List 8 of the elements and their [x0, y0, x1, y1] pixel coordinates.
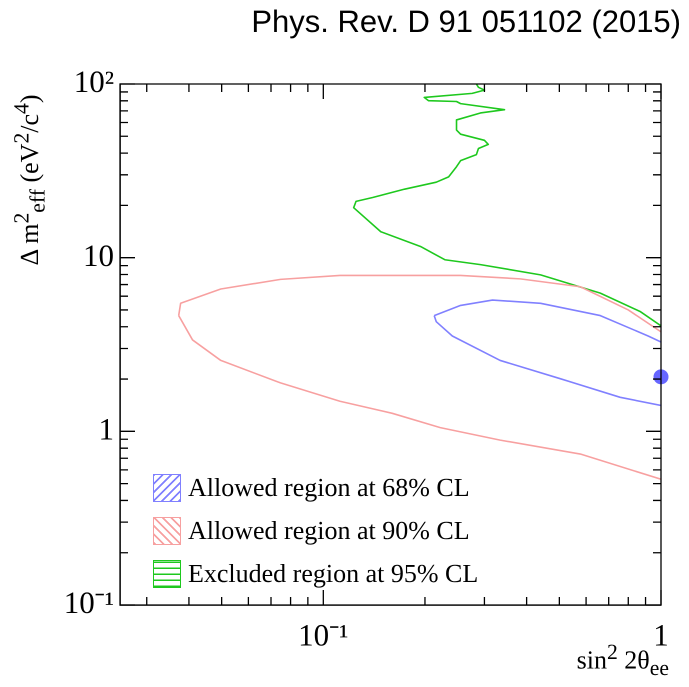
- legend-label: Allowed region at 90% CL: [188, 515, 470, 547]
- legend-label: Allowed region at 68% CL: [188, 472, 470, 504]
- chart-title: Phys. Rev. D 91 051102 (2015): [251, 4, 681, 40]
- legend-label: Excluded region at 95% CL: [188, 558, 478, 590]
- y-tick-label: 10⁻¹: [64, 585, 114, 620]
- y-tick-label: 10: [83, 238, 114, 273]
- y-tick-label: 10²: [74, 64, 114, 100]
- y-tick-label: 1: [98, 411, 114, 446]
